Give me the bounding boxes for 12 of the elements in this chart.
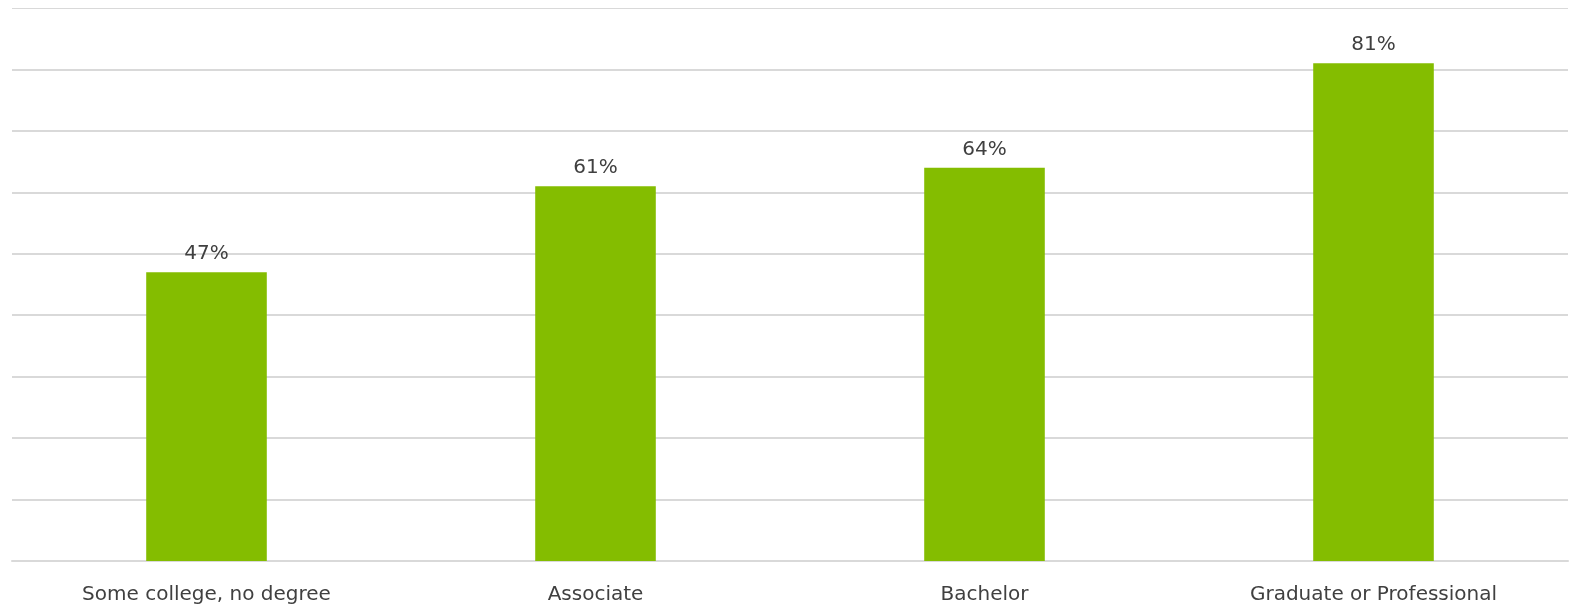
x-tick-label: Some college, no degree xyxy=(82,581,331,605)
bar xyxy=(146,272,267,561)
data-label: 47% xyxy=(184,240,229,265)
data-label: 81% xyxy=(1351,31,1396,56)
x-tick-label: Bachelor xyxy=(940,581,1030,605)
data-label: 64% xyxy=(962,135,1007,160)
x-tick-label: Graduate or Professional xyxy=(1249,581,1498,605)
data-label: 61% xyxy=(573,154,618,179)
bar xyxy=(1313,63,1434,561)
x-tick-label: Associate xyxy=(547,581,644,605)
bar xyxy=(535,186,656,561)
bar xyxy=(924,167,1045,561)
